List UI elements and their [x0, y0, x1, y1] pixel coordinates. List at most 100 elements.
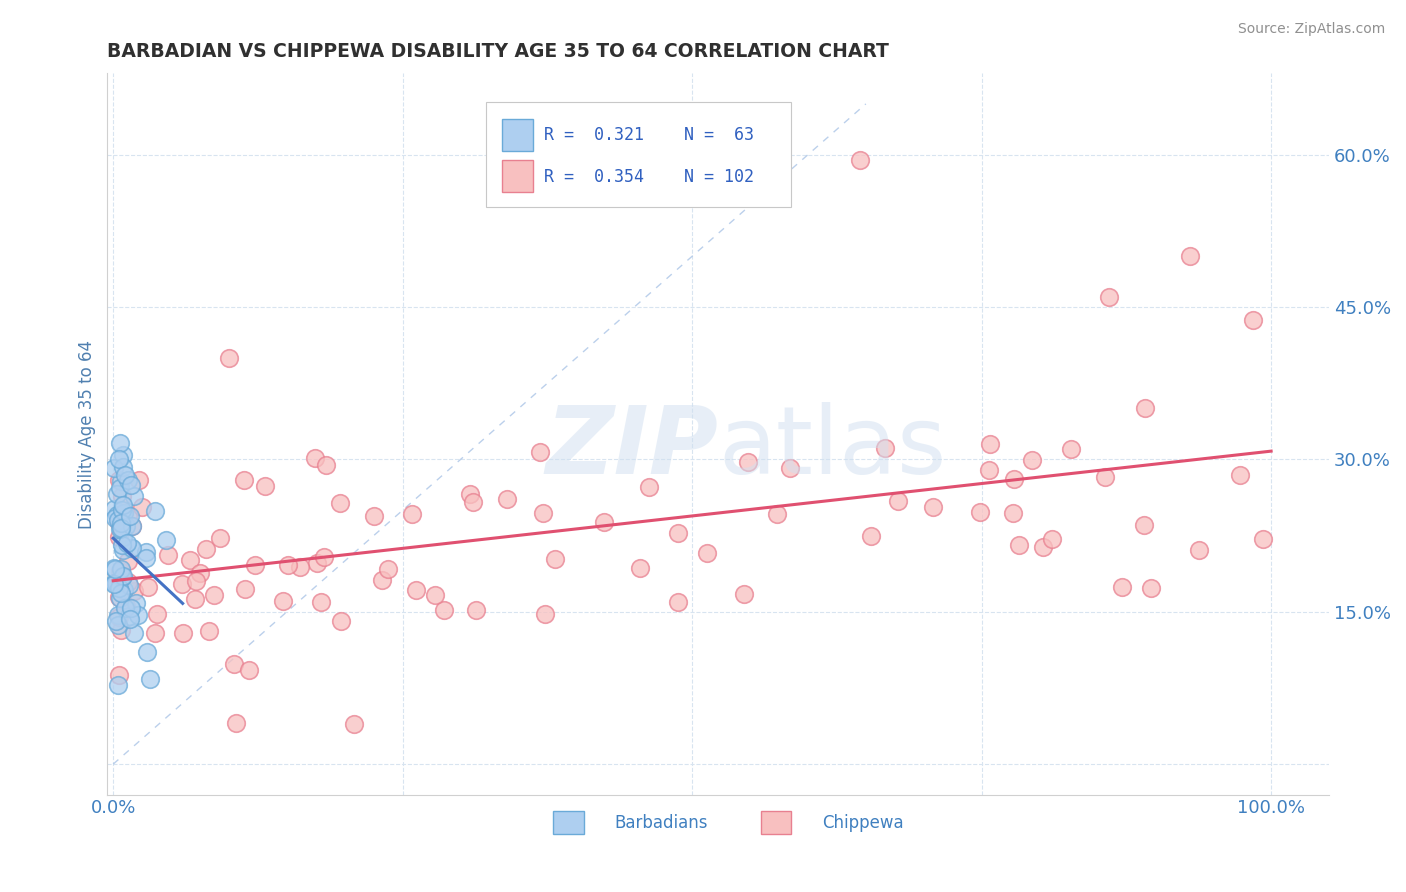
Point	[157, 548, 180, 562]
Point	[108, 573, 131, 587]
Point	[1002, 472, 1025, 486]
Point	[103, 561, 125, 575]
Point	[120, 601, 142, 615]
Point	[433, 602, 456, 616]
Point	[1111, 580, 1133, 594]
FancyBboxPatch shape	[761, 811, 792, 834]
Text: R =  0.354    N = 102: R = 0.354 N = 102	[544, 168, 754, 186]
Point	[118, 609, 141, 624]
Point	[922, 500, 945, 515]
Point	[135, 645, 157, 659]
Point	[233, 473, 256, 487]
Point	[127, 607, 149, 622]
Point	[363, 508, 385, 523]
Point	[243, 558, 266, 573]
Point	[225, 715, 247, 730]
Point	[112, 460, 135, 475]
Point	[1021, 453, 1043, 467]
Point	[112, 498, 135, 512]
Point	[886, 494, 908, 508]
Point	[115, 519, 138, 533]
Point	[115, 599, 138, 614]
Point	[1178, 249, 1201, 263]
Point	[117, 578, 139, 592]
Point	[307, 556, 329, 570]
Point	[534, 607, 557, 622]
Point	[155, 533, 177, 547]
Point	[315, 458, 337, 472]
Point	[108, 452, 131, 467]
Point	[208, 531, 231, 545]
Text: Source: ZipAtlas.com: Source: ZipAtlas.com	[1237, 22, 1385, 37]
Point	[111, 530, 134, 544]
Point	[271, 594, 294, 608]
Point	[111, 448, 134, 462]
Point	[103, 576, 125, 591]
Point	[108, 591, 131, 605]
Point	[766, 507, 789, 521]
Text: R =  0.321    N =  63: R = 0.321 N = 63	[544, 126, 754, 144]
Point	[329, 496, 352, 510]
Point	[401, 507, 423, 521]
Point	[423, 588, 446, 602]
Point	[104, 614, 127, 628]
Point	[628, 561, 651, 575]
Point	[1241, 313, 1264, 327]
Point	[184, 574, 207, 588]
Point	[112, 506, 135, 520]
Point	[121, 519, 143, 533]
Point	[110, 516, 132, 530]
Point	[121, 541, 143, 555]
Point	[277, 558, 299, 573]
Point	[110, 489, 132, 503]
Point	[145, 607, 167, 622]
Point	[110, 586, 132, 600]
Point	[108, 668, 131, 682]
Point	[849, 153, 872, 167]
Point	[238, 663, 260, 677]
Point	[696, 546, 718, 560]
Point	[120, 478, 142, 492]
Point	[121, 519, 143, 533]
Point	[135, 550, 157, 565]
Point	[103, 561, 125, 575]
Point	[1060, 442, 1083, 456]
Point	[977, 463, 1000, 477]
Point	[464, 603, 486, 617]
FancyBboxPatch shape	[486, 103, 792, 207]
Point	[405, 583, 427, 598]
Point	[1133, 401, 1156, 416]
Point	[1187, 542, 1209, 557]
Point	[1040, 532, 1063, 546]
Point	[343, 716, 366, 731]
Point	[197, 624, 219, 638]
Point	[120, 541, 142, 555]
Point	[458, 487, 481, 501]
Point	[314, 550, 336, 565]
Point	[734, 587, 756, 601]
Point	[105, 576, 128, 591]
Text: Chippewa: Chippewa	[823, 814, 904, 832]
Point	[188, 566, 211, 581]
Point	[107, 618, 129, 632]
Point	[110, 562, 132, 576]
Point	[108, 530, 131, 544]
Point	[1140, 581, 1163, 595]
Point	[979, 437, 1001, 451]
Point	[135, 545, 157, 559]
Text: BARBADIAN VS CHIPPEWA DISABILITY AGE 35 TO 64 CORRELATION CHART: BARBADIAN VS CHIPPEWA DISABILITY AGE 35 …	[107, 42, 889, 61]
Point	[108, 522, 131, 536]
Point	[495, 492, 517, 507]
Point	[128, 473, 150, 487]
Point	[114, 601, 136, 615]
Point	[115, 536, 138, 550]
Point	[170, 577, 193, 591]
Point	[114, 467, 136, 482]
Point	[668, 526, 690, 541]
Point	[110, 538, 132, 552]
Point	[1098, 290, 1121, 304]
Point	[111, 516, 134, 531]
Point	[108, 516, 131, 530]
Point	[136, 580, 159, 594]
Point	[1094, 470, 1116, 484]
